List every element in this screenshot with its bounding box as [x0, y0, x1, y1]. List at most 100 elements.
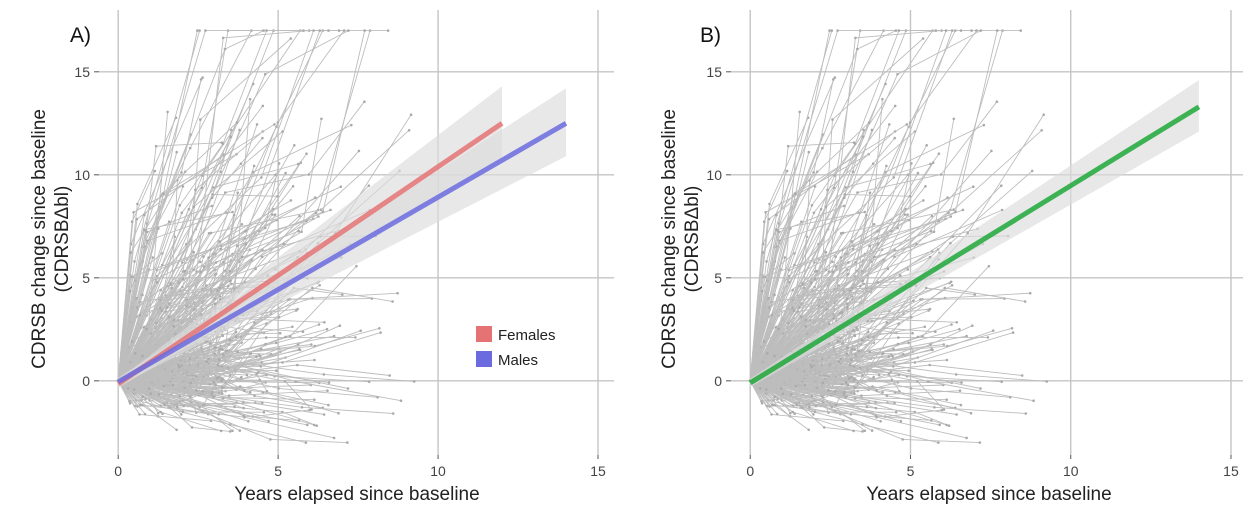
trajectory-point — [407, 129, 411, 132]
trajectory-point — [827, 375, 830, 378]
trajectory-point — [298, 214, 301, 218]
trajectory-point — [965, 436, 968, 440]
trajectory-point — [200, 186, 204, 189]
trajectory-point — [845, 346, 849, 349]
ci-ribbon-overall — [750, 80, 1199, 388]
trajectory-point — [926, 380, 930, 383]
trajectory-point — [871, 162, 875, 165]
trajectory-point — [263, 73, 267, 76]
trajectory-point — [870, 128, 874, 132]
trajectory-point — [847, 377, 851, 380]
trajectory-point — [312, 423, 316, 427]
trajectory-point — [135, 217, 139, 221]
trajectory-point — [851, 170, 855, 173]
trajectory-point — [306, 423, 309, 427]
trajectory-point — [367, 184, 371, 187]
trajectory-point — [960, 381, 963, 384]
trajectory-line — [750, 228, 978, 382]
trajectory-point — [955, 413, 958, 416]
trajectory-point — [827, 388, 830, 392]
trajectory-point — [192, 205, 196, 209]
trajectory-point — [162, 192, 165, 195]
trajectory-point — [157, 227, 160, 230]
trajectory-point — [264, 336, 268, 339]
x-tick-label: 0 — [746, 463, 754, 479]
trajectory-point — [386, 29, 390, 32]
trajectory-point — [298, 347, 301, 351]
trajectory-point — [132, 211, 135, 214]
trajectory-point — [323, 321, 326, 324]
trajectory-point — [166, 110, 169, 114]
trajectory-point — [252, 164, 256, 168]
trajectory-point — [859, 284, 862, 288]
trajectory-point — [952, 208, 955, 211]
trajectory-point — [300, 230, 303, 234]
trajectory-point — [239, 162, 243, 165]
trajectory-point — [803, 384, 807, 387]
trajectory-line — [117, 30, 315, 381]
trajectory-point — [235, 121, 239, 124]
trajectory-point — [821, 395, 824, 399]
trajectory-point — [220, 365, 224, 368]
trajectory-point — [322, 413, 326, 416]
x-tick-label: 5 — [907, 463, 915, 479]
trajectory-point — [255, 355, 258, 359]
trajectory-point — [172, 325, 175, 328]
trajectory-line — [117, 30, 345, 382]
trajectory-point — [930, 347, 933, 351]
trajectory-point — [773, 403, 776, 407]
trajectory-point — [959, 29, 963, 32]
trajectory-point — [815, 269, 819, 273]
x-tick-label: 0 — [114, 463, 122, 479]
trajectory-point — [854, 261, 857, 264]
trajectory-point — [211, 193, 214, 196]
trajectory-point — [937, 441, 940, 444]
trajectory-point — [1000, 380, 1003, 384]
trajectory-point — [887, 355, 891, 359]
trajectory-point — [251, 82, 255, 86]
trajectory-point — [259, 355, 262, 358]
trajectory-point — [767, 217, 771, 221]
trajectory-point — [302, 29, 305, 32]
trajectory-point — [1000, 184, 1003, 187]
trajectory-point — [831, 270, 834, 274]
trajectory-point — [938, 423, 941, 427]
trajectory-point — [822, 426, 826, 429]
trajectory-point — [318, 29, 322, 32]
trajectory-point — [199, 270, 202, 274]
trajectory-point — [845, 352, 849, 356]
trajectory-point — [136, 202, 139, 206]
trajectory-point — [825, 308, 828, 311]
trajectory-point — [922, 199, 925, 202]
trajectory-point — [132, 388, 136, 391]
trajectory-point — [761, 289, 764, 293]
trajectory-point — [876, 281, 880, 284]
trajectory-point — [775, 213, 778, 217]
trajectory-point — [284, 171, 287, 175]
trajectory-point — [142, 228, 146, 231]
trajectory-point — [812, 211, 816, 215]
fit-line-overall — [748, 104, 1201, 386]
trajectory-point — [897, 336, 900, 339]
panel-b-ticks: 0 5 10 15 0 5 10 15 — [706, 64, 1239, 479]
trajectory-point — [138, 314, 142, 317]
trajectory-line — [117, 30, 324, 382]
trajectory-point — [758, 387, 762, 390]
trajectory-point — [939, 173, 943, 176]
trajectory-point — [781, 392, 785, 396]
trajectory-point — [1030, 169, 1034, 173]
trajectory-point — [881, 97, 884, 101]
trajectory-point — [949, 280, 953, 284]
trajectory-point — [868, 191, 872, 194]
trajectory-point — [821, 146, 824, 150]
trajectory-point — [870, 429, 874, 432]
trajectory-point — [329, 208, 332, 212]
trajectory-point — [357, 149, 361, 153]
trajectory-point — [860, 338, 864, 342]
trajectory-line — [117, 129, 241, 382]
trajectory-point — [907, 341, 910, 345]
trajectory-point — [249, 390, 252, 394]
trajectory-point — [133, 260, 136, 263]
trajectory-point — [337, 29, 341, 32]
